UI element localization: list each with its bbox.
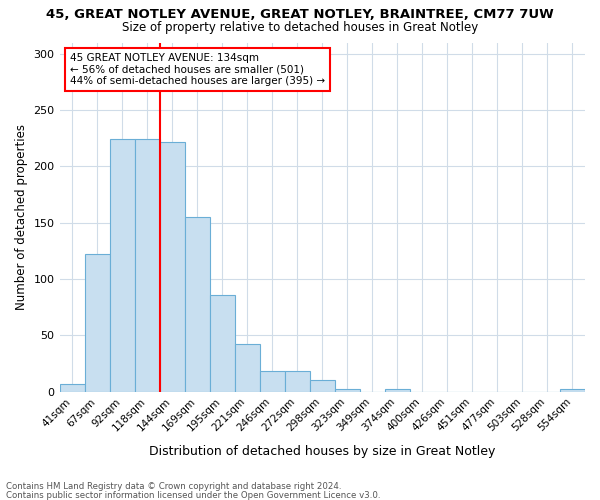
Bar [185,217,209,392]
Text: Contains public sector information licensed under the Open Government Licence v3: Contains public sector information licen… [6,490,380,500]
Text: Contains HM Land Registry data © Crown copyright and database right 2024.: Contains HM Land Registry data © Crown c… [6,482,341,491]
Bar [560,390,585,392]
Bar [260,372,285,392]
Bar [209,295,235,392]
Y-axis label: Number of detached properties: Number of detached properties [15,124,28,310]
Bar [85,254,110,392]
Bar [235,344,260,392]
Bar [385,390,410,392]
Bar [285,372,310,392]
Text: 45 GREAT NOTLEY AVENUE: 134sqm
← 56% of detached houses are smaller (501)
44% of: 45 GREAT NOTLEY AVENUE: 134sqm ← 56% of … [70,53,325,86]
Text: 45, GREAT NOTLEY AVENUE, GREAT NOTLEY, BRAINTREE, CM77 7UW: 45, GREAT NOTLEY AVENUE, GREAT NOTLEY, B… [46,8,554,20]
Bar [310,380,335,392]
Bar [134,140,160,392]
Bar [160,142,185,392]
Text: Size of property relative to detached houses in Great Notley: Size of property relative to detached ho… [122,21,478,34]
Bar [59,384,85,392]
Bar [110,140,134,392]
X-axis label: Distribution of detached houses by size in Great Notley: Distribution of detached houses by size … [149,444,496,458]
Bar [335,390,360,392]
